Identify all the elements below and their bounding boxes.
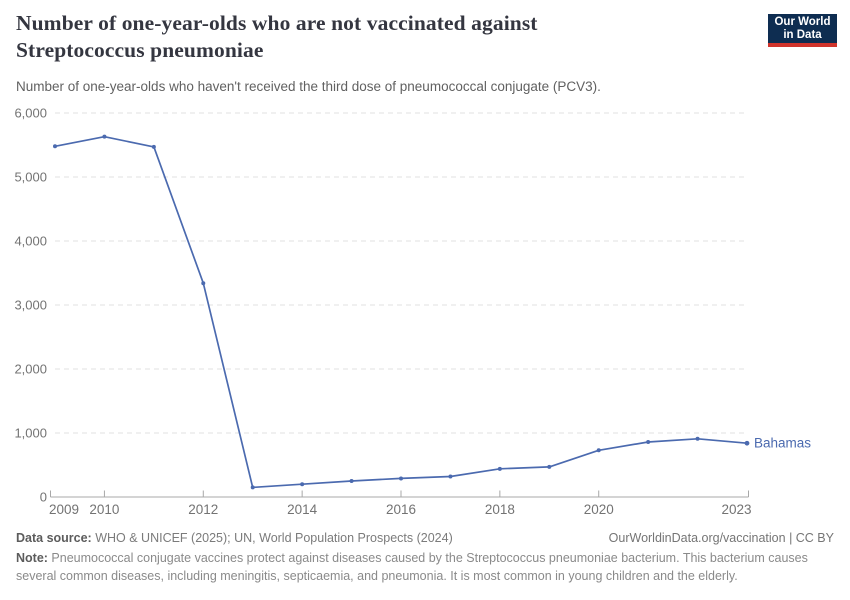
series-end-label: Bahamas [754, 436, 811, 451]
series-point [646, 439, 651, 444]
x-axis-tick-label: 2020 [584, 502, 614, 517]
series-line-bahamas [54, 135, 748, 489]
series-point [349, 479, 354, 483]
page-title-line2: Streptococcus pneumoniae [16, 38, 264, 62]
series-point [151, 144, 156, 149]
owid-logo: Our World in Data [768, 14, 837, 47]
x-axis-tick-label: 2023 [721, 502, 751, 517]
series-point [102, 134, 107, 139]
y-axis-tick-label: 3,000 [14, 298, 47, 313]
series-point [448, 474, 453, 479]
series-point [53, 144, 57, 149]
y-axis-tick-label: 0 [40, 490, 47, 505]
y-axis-tick-label: 4,000 [14, 234, 47, 249]
data-source-line: Data source: WHO & UNICEF (2025); UN, Wo… [16, 531, 616, 545]
x-axis-tick-label: 2012 [188, 502, 218, 517]
x-axis-tick-label: 2018 [485, 502, 515, 517]
page-title: Number of one-year-olds who are not vacc… [16, 10, 656, 64]
note-line: Note: Pneumococcal conjugate vaccines pr… [16, 550, 836, 585]
x-axis-tick-label: 2014 [287, 502, 318, 517]
owid-logo-line2: in Data [783, 28, 822, 41]
series-point [695, 436, 700, 441]
series-point [250, 485, 255, 490]
footer-link[interactable]: OurWorldinData.org/vaccination | CC BY [608, 531, 834, 545]
page-title-line1: Number of one-year-olds who are not vacc… [16, 11, 538, 35]
y-axis-tick-label: 1,000 [14, 426, 47, 441]
data-source-label: Data source: [16, 531, 92, 545]
y-axis-tick-label: 5,000 [14, 170, 47, 185]
series-point [547, 464, 552, 469]
series-point [596, 448, 601, 453]
series-point [201, 281, 206, 286]
x-axis-tick-label: 2016 [386, 502, 416, 517]
series-point [399, 476, 403, 481]
note-text: Pneumococcal conjugate vaccines protect … [16, 551, 808, 583]
series-point [497, 466, 502, 471]
y-axis-tick-label: 2,000 [14, 362, 47, 377]
owid-logo-line1: Our World [774, 15, 831, 28]
x-axis-tick-label: 2009 [49, 502, 79, 517]
page-subtitle: Number of one-year-olds who haven't rece… [16, 79, 601, 94]
data-source-text: WHO & UNICEF (2025); UN, World Populatio… [91, 531, 453, 545]
series-point [300, 482, 305, 487]
x-axis-tick-label: 2010 [89, 502, 119, 517]
y-axis-tick-label: 6,000 [14, 106, 47, 121]
series-point [744, 440, 750, 446]
note-label: Note: [16, 551, 48, 565]
